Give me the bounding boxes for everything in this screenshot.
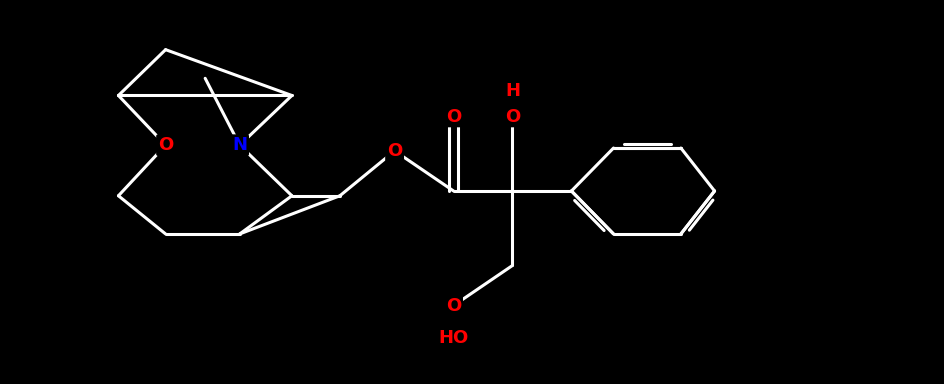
Text: N: N xyxy=(232,136,247,154)
Text: O: O xyxy=(387,142,402,160)
Text: H: H xyxy=(504,81,519,99)
Text: O: O xyxy=(158,136,173,154)
Text: O: O xyxy=(446,296,461,314)
Text: O: O xyxy=(446,108,461,126)
Text: HO: HO xyxy=(438,329,468,348)
Text: O: O xyxy=(504,108,519,126)
